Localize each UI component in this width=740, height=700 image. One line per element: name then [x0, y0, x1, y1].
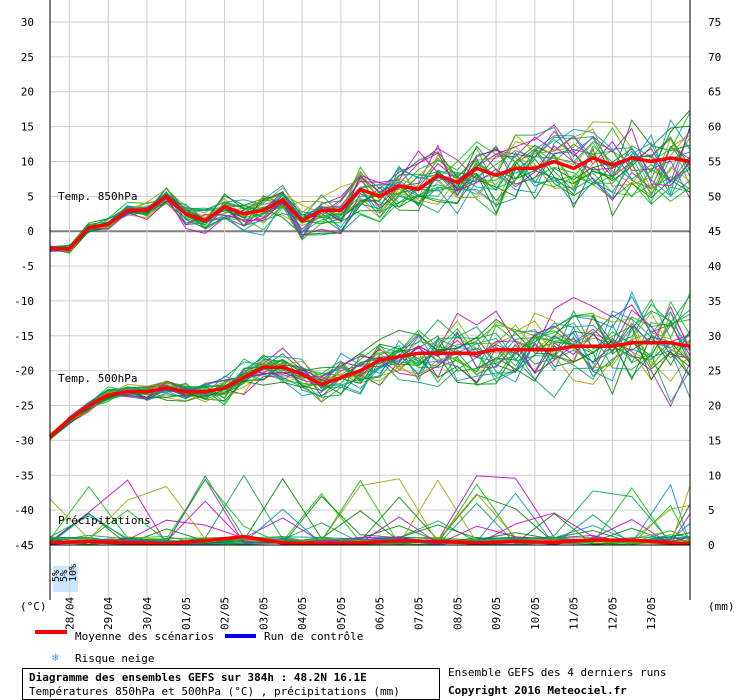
x-tick-label: 07/05: [412, 597, 425, 630]
left-tick-label: -40: [14, 504, 34, 517]
ensemble-member-line: [49, 128, 691, 252]
ensemble-member-line: [49, 128, 691, 253]
footer-copyright: Copyright 2016 Meteociel.fr: [448, 684, 627, 697]
right-axis-unit: (mm): [708, 600, 735, 613]
left-tick-label: -30: [14, 434, 34, 447]
x-tick-label: 01/05: [180, 597, 193, 630]
ensemble-member-line: [49, 324, 691, 438]
x-tick-label: 04/05: [296, 597, 309, 630]
right-tick-label: 10: [708, 469, 721, 482]
x-tick-label: 12/05: [606, 597, 619, 630]
left-tick-label: 5: [27, 190, 34, 203]
snow-risk-label: 5%: [59, 570, 70, 582]
x-tick-label: 06/05: [374, 597, 387, 630]
right-tick-label: 25: [708, 365, 721, 378]
right-tick-label: 5: [708, 504, 715, 517]
ensemble-member-line: [49, 295, 691, 438]
ensemble-member-line: [49, 513, 691, 546]
right-tick-label: 0: [708, 539, 715, 552]
ensemble-member-line: [49, 125, 691, 254]
right-tick-label: 30: [708, 330, 721, 343]
snow-risk-label: 10%: [68, 564, 79, 582]
x-tick-label: 13/05: [645, 597, 658, 630]
ensemble-member-line: [49, 311, 691, 440]
snow-risk-bar: [53, 566, 61, 592]
x-tick-label: 08/05: [451, 597, 464, 630]
mean-line-precip: [49, 534, 691, 546]
right-tick-label: 35: [708, 295, 721, 308]
left-tick-label: -35: [14, 469, 34, 482]
grid: [50, 0, 690, 600]
left-tick-label: -10: [14, 295, 34, 308]
x-tick-label: 28/04: [63, 597, 76, 630]
left-tick-label: 30: [21, 16, 34, 29]
x-tick-label: 30/04: [141, 597, 154, 630]
axes: [49, 0, 691, 600]
ensemble-member-line: [49, 329, 691, 440]
ensemble-member-line: [49, 136, 691, 253]
x-tick-label: 10/05: [529, 597, 542, 630]
snow-risk-label: 5%: [51, 570, 62, 582]
footer-source: Ensemble GEFS des 4 derniers runs: [448, 666, 667, 679]
legend-snow-label: Risque neige: [75, 652, 155, 665]
x-tick-label: 03/05: [257, 597, 270, 630]
right-tick-label: 65: [708, 86, 721, 99]
label-temp-850: Temp. 850hPa: [58, 190, 137, 203]
left-tick-label: 10: [21, 155, 34, 168]
ensemble-member-line: [49, 508, 691, 546]
ensemble-member-line: [49, 158, 691, 251]
right-tick-label: 15: [708, 434, 721, 447]
footer-title: Diagramme des ensembles GEFS sur 384h : …: [29, 671, 367, 684]
left-tick-label: -5: [21, 260, 34, 273]
x-tick-label: 11/05: [568, 597, 581, 630]
snow-risk-bar: [61, 566, 69, 592]
x-tick-label: 09/05: [490, 597, 503, 630]
left-tick-label: -15: [14, 330, 34, 343]
left-tick-label: -25: [14, 400, 34, 413]
right-tick-label: 75: [708, 16, 721, 29]
mean-line-t850: [50, 156, 691, 251]
x-tick-label: 02/05: [219, 597, 232, 630]
legend-mean-label: Moyenne des scénarios: [75, 630, 215, 643]
left-tick-label: 20: [21, 86, 34, 99]
footer-subtitle: Températures 850hPa et 500hPa (°C) , pré…: [29, 685, 400, 698]
mean-lines: [48, 156, 691, 546]
legend-control-label: Run de contrôle: [264, 630, 364, 643]
footer-title-box: Diagramme des ensembles GEFS sur 384h : …: [22, 668, 440, 700]
legend-swatches: [35, 630, 256, 638]
left-tick-label: 0: [27, 225, 34, 238]
right-tick-label: 40: [708, 260, 721, 273]
ensemble-member-line: [49, 127, 691, 252]
right-tick-label: 55: [708, 155, 721, 168]
snowflake-icon: ❄: [52, 651, 59, 664]
label-precip: Précipitations: [58, 514, 151, 527]
tick-labels: 302520151050-5-10-15-20-25-30-35-40-4575…: [14, 16, 721, 630]
right-tick-label: 50: [708, 190, 721, 203]
right-tick-label: 45: [708, 225, 721, 238]
x-tick-label: 05/05: [335, 597, 348, 630]
snow-risk-bar: [70, 566, 78, 592]
left-axis-unit: (°C): [20, 600, 47, 613]
left-tick-label: 15: [21, 121, 34, 134]
snow-risk: 5%5%10%: [51, 564, 79, 592]
left-tick-label: -45: [14, 539, 34, 552]
mean-line-t500: [48, 341, 691, 439]
label-temp-500: Temp. 500hPa: [58, 372, 137, 385]
right-tick-label: 70: [708, 51, 721, 64]
x-tick-label: 29/04: [102, 597, 115, 630]
ensemble-members: [49, 109, 691, 546]
left-tick-label: -20: [14, 365, 34, 378]
right-tick-label: 60: [708, 121, 721, 134]
left-tick-label: 25: [21, 51, 34, 64]
right-tick-label: 20: [708, 400, 721, 413]
